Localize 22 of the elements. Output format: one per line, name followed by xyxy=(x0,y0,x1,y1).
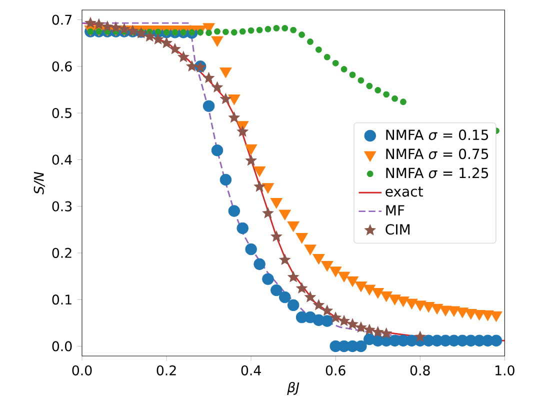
x-axis-title: βJ xyxy=(287,382,300,395)
y-tick-label: 0.2 xyxy=(52,248,72,258)
y-tick-label: 0.4 xyxy=(52,154,72,165)
y-tick-label: 0.1 xyxy=(52,294,72,305)
x-tick-label: 0.8 xyxy=(410,365,430,376)
x-tick-label: 0.2 xyxy=(156,365,176,376)
x-tick-label: 0.4 xyxy=(241,365,261,376)
legend-label: NMFA σ = 0.75 xyxy=(386,148,488,160)
legend-label: exact xyxy=(386,186,423,197)
y-tick-label: 0.7 xyxy=(52,14,72,25)
legend-label: NMFA σ = 1.25 xyxy=(386,168,488,178)
x-tick-label: 1.0 xyxy=(496,365,514,376)
legend-label: MF xyxy=(386,205,404,216)
legend-label: CIM xyxy=(386,224,410,235)
y-tick-label: 0.5 xyxy=(52,108,72,118)
y-tick-label: 0.6 xyxy=(52,61,72,72)
x-tick-label: 0.6 xyxy=(326,365,346,376)
y-axis-title: S/N xyxy=(34,172,45,194)
legend-label: NMFA σ = 0.15 xyxy=(386,130,488,140)
y-tick-label: 0.0 xyxy=(52,341,72,352)
y-tick-label: 0.3 xyxy=(52,201,72,212)
x-tick-label: 0.0 xyxy=(72,365,92,376)
